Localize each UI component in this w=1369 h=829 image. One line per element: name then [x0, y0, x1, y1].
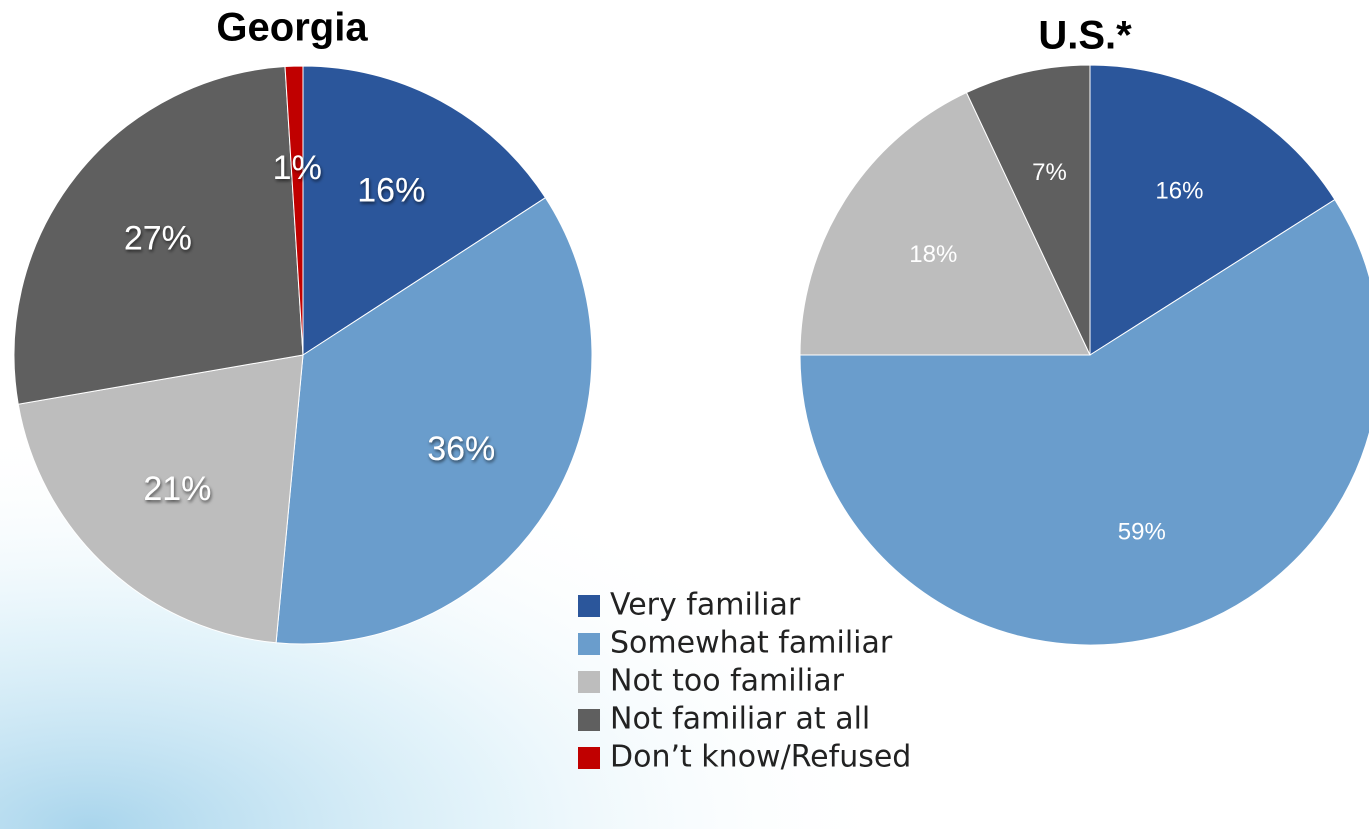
- legend-text: Not too familiar: [610, 664, 845, 699]
- pie-slice: [13, 66, 304, 405]
- chart-title: U.S.*: [1038, 14, 1132, 58]
- legend-swatch: [578, 671, 600, 693]
- slice-label: 59%: [1118, 519, 1166, 546]
- pie-slice: [284, 65, 304, 356]
- pie-slice: [799, 198, 1369, 646]
- slice-label: 18%: [909, 241, 957, 268]
- pie-slice: [965, 64, 1091, 356]
- chart-title: Georgia: [216, 6, 368, 50]
- slice-label: 16%: [357, 171, 425, 209]
- slice-label: 7%: [1032, 159, 1067, 186]
- legend-text: Not familiar at all: [610, 702, 870, 737]
- legend-text: Very familiar: [610, 588, 801, 623]
- legend-swatch: [578, 709, 600, 731]
- legend-swatch: [578, 595, 600, 617]
- pie-slice: [799, 91, 1091, 356]
- slice-label: 1%: [273, 149, 322, 187]
- pie-slice: [275, 197, 593, 645]
- legend-swatch: [578, 633, 600, 655]
- slice-label: 21%: [143, 470, 211, 508]
- pie-slice: [17, 354, 304, 644]
- pie-slice: [1089, 64, 1336, 356]
- legend-swatch: [578, 747, 600, 769]
- slice-label: 36%: [427, 430, 495, 468]
- legend-text: Don’t know/Refused: [610, 740, 911, 775]
- slice-label: 16%: [1155, 178, 1203, 205]
- pie-slice: [302, 65, 547, 356]
- slice-label: 27%: [124, 219, 192, 257]
- legend-text: Somewhat familiar: [610, 626, 893, 661]
